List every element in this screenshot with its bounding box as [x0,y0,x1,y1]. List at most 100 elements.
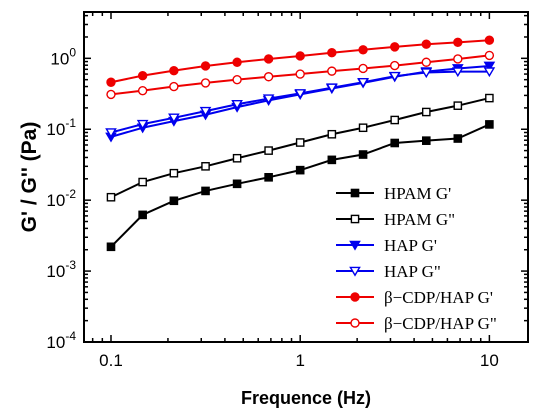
data-point [232,153,242,163]
legend: HPAM G' HPAM G" HAP G' HAP G" β−CDP/HAP G' β−… [336,184,497,333]
legend-label: HPAM G' [384,184,451,203]
y-tick-label: 10-4 [46,329,76,352]
data-point [358,45,368,55]
data-point [327,48,337,58]
data-point [453,54,463,64]
data-point [390,60,400,71]
legend-item: β−CDP/HAP G' [336,288,493,307]
data-point [420,68,433,79]
data-point [484,50,495,61]
data-point [169,65,179,76]
data-point [105,128,117,139]
data-point [358,150,368,159]
data-point [201,162,210,171]
y-tick-label: 10-3 [46,258,76,281]
series-5 [106,50,495,100]
data-point [200,61,211,71]
data-point [326,83,338,94]
data-point [201,186,210,196]
legend-label: HAP G' [384,236,437,255]
data-point [358,123,368,133]
y-tick-exponent: -4 [65,329,76,343]
data-point [390,138,400,148]
data-point [232,57,242,67]
data-point [295,51,305,61]
data-point [421,136,431,145]
data-point [295,138,305,147]
legend-item: β−CDP/HAP G" [336,314,497,333]
data-point [137,70,148,81]
legend-item: HAP G" [336,262,441,281]
data-point [106,192,116,202]
data-point [421,57,431,67]
data-point [484,35,495,45]
data-point [169,168,179,178]
data-point [357,77,369,88]
data-point [327,129,337,139]
data-point [264,146,273,155]
x-axis-title: Frequence (Hz) [241,388,371,408]
data-point [169,196,179,206]
data-point [295,165,305,175]
data-point [262,94,275,105]
legend-marker [350,214,360,224]
y-tick-base: 10 [50,49,69,68]
y-tick-exponent: -1 [65,116,76,130]
data-point [485,120,494,129]
x-tick-label: 1 [295,351,304,370]
data-point [453,101,463,110]
data-point [106,77,116,87]
series-layer [105,35,496,252]
data-point [231,99,243,110]
legend-item: HPAM G' [336,184,451,203]
legend-marker [350,318,360,328]
data-point [451,67,464,78]
data-point [327,66,337,76]
data-point [169,81,179,92]
data-point [327,155,337,165]
y-axis-title: G' / G'' (Pa) [18,122,41,233]
y-tick-base: 10 [46,191,65,210]
data-point [485,93,494,103]
y-tick-label: 10-2 [46,187,76,210]
data-point [453,134,463,143]
data-point [263,54,274,64]
series-4 [106,35,495,87]
series-0 [106,120,494,252]
data-point [137,85,148,96]
data-point [421,107,431,117]
legend-item: HPAM G" [336,210,455,229]
data-point [199,106,212,117]
plot-frame [83,11,529,343]
series-line [110,97,490,199]
series-3 [105,67,496,139]
legend-marker [350,292,360,302]
data-point [358,63,368,74]
legend-marker [350,188,360,198]
legend-marker [349,240,361,251]
y-tick-label: 100 [50,45,76,68]
y-tick-exponent: -3 [65,258,76,272]
data-point [294,89,307,99]
data-point [263,72,274,82]
legend-label: HPAM G" [384,210,455,229]
data-point [106,89,116,100]
data-point [168,113,180,124]
data-point [136,119,149,130]
data-point [295,69,305,79]
data-point [453,37,463,48]
series-1 [106,93,494,202]
data-point [483,67,496,78]
data-point [138,210,147,220]
data-point [390,115,400,125]
data-point [421,39,431,49]
x-tick-label: 10 [480,351,499,370]
data-point [483,61,496,72]
legend-label: HAP G" [384,262,441,281]
data-point [200,78,211,88]
y-tick-exponent: -2 [65,187,76,201]
y-tick-exponent: 0 [69,45,76,59]
y-tick-base: 10 [46,262,65,281]
y-tick-base: 10 [46,120,65,139]
